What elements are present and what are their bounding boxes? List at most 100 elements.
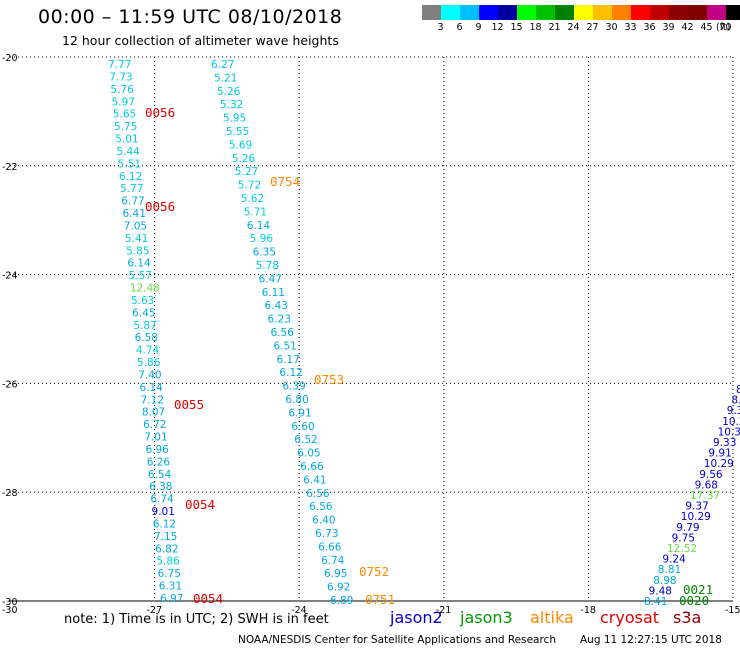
wave-height-value: 5.95 xyxy=(223,113,246,125)
wave-height-value: 10.29 xyxy=(704,458,734,470)
wave-height-value: 6.54 xyxy=(148,469,172,481)
wave-height-value: 9.79 xyxy=(676,522,699,534)
wave-height-value: 8.3 xyxy=(731,395,740,407)
wave-height-value: 6.38 xyxy=(149,481,172,493)
wave-height-value: 6.14 xyxy=(127,258,151,270)
pass-time-label: 0020 xyxy=(679,593,709,608)
wave-height-value: 5.72 xyxy=(238,180,261,192)
pass-time-label: 0751 xyxy=(365,592,395,607)
wave-height-value: 9.24 xyxy=(662,554,686,566)
wave-height-value: 6.47 xyxy=(259,273,282,285)
wave-height-value: 6.14 xyxy=(139,382,163,394)
lat-tick-label: -22 xyxy=(2,162,18,173)
wave-height-value: 7.40 xyxy=(138,369,161,381)
wave-height-value: 4.74 xyxy=(136,345,160,357)
lon-tick-label: -24 xyxy=(291,605,307,616)
wave-height-value: 12.48 xyxy=(130,283,160,295)
wave-height-value: 9.37 xyxy=(685,501,708,513)
legend-s3a: s3a xyxy=(673,608,702,627)
colorbar-swatch xyxy=(688,5,707,20)
wave-height-value: 6.31 xyxy=(159,581,182,593)
wave-height-value: 6.12 xyxy=(119,171,142,183)
colorbar-swatch xyxy=(441,5,460,20)
pass-time-label: 0056 xyxy=(145,105,175,120)
wave-height-value: 5.44 xyxy=(116,146,140,158)
map-title: 00:00 – 11:59 UTC 08/10/2018 xyxy=(38,6,343,28)
wave-height-value: 6.66 xyxy=(318,541,342,553)
wave-height-value: 6.77 xyxy=(121,196,144,208)
wave-height-value: 5.57 xyxy=(129,270,152,282)
corner-tick-label: -30 xyxy=(2,605,18,616)
wave-height-value: 6.17 xyxy=(276,354,299,366)
wave-height-value: 6.60 xyxy=(291,421,314,433)
wave-height-value: 6.41 xyxy=(123,208,146,220)
wave-height-value: 7.01 xyxy=(144,432,167,444)
wave-height-value: 5.87 xyxy=(133,320,156,332)
wave-height-value: 6.35 xyxy=(253,247,276,259)
lat-tick-label: -30 xyxy=(2,597,18,608)
wave-height-value: 6.12 xyxy=(279,367,302,379)
colorbar-units: (ft) xyxy=(716,22,731,33)
wave-height-value: 5.27 xyxy=(235,166,258,178)
wave-height-value: 9.01 xyxy=(152,506,175,518)
wave-height-value: 6.74 xyxy=(150,494,174,506)
wave-height-value: 6.91 xyxy=(288,407,311,419)
wave-height-value: 5.21 xyxy=(214,72,237,84)
wave-height-value: 5.41 xyxy=(125,233,148,245)
wave-height-value: 6.12 xyxy=(153,518,176,530)
colorbar-label: 36 xyxy=(643,22,656,33)
wave-height-value: 6.26 xyxy=(147,456,171,468)
pass-time-label: 0754 xyxy=(270,174,300,189)
wave-height-value: 5.51 xyxy=(118,158,141,170)
wave-height-value: 5.71 xyxy=(244,206,267,218)
colorbar xyxy=(422,5,740,20)
wave-height-value: 8.07 xyxy=(142,407,165,419)
colorbar-label: 24 xyxy=(567,22,580,33)
wave-height-value: 7.15 xyxy=(154,531,177,543)
wave-height-value: 6.45 xyxy=(132,307,155,319)
footnote: note: 1) Time is in UTC; 2) SWH is in fe… xyxy=(64,612,329,627)
colorbar-label: 42 xyxy=(681,22,694,33)
lat-tick-label: -24 xyxy=(2,271,18,282)
wave-height-value: 6.58 xyxy=(135,332,158,344)
wave-height-value: 5.75 xyxy=(114,121,137,133)
wave-height-value: 5.78 xyxy=(256,260,279,272)
lat-tick-label: -20 xyxy=(2,53,18,64)
wave-height-value: 6.56 xyxy=(309,501,333,513)
wave-height-value: 6.66 xyxy=(300,461,324,473)
colorbar-label: 30 xyxy=(605,22,618,33)
wave-height-value: 9.68 xyxy=(695,479,718,491)
wave-height-value: 6.43 xyxy=(265,300,288,312)
wave-height-value: 6.11 xyxy=(262,287,285,299)
wave-height-value: 6.41 xyxy=(303,474,326,486)
pass-time-label: 0752 xyxy=(359,564,389,579)
wave-height-value: 8.81 xyxy=(658,564,681,576)
wave-height-value: 6.40 xyxy=(312,515,335,527)
wave-height-value: 6.80 xyxy=(285,394,308,406)
map-subtitle: 12 hour collection of altimeter wave hei… xyxy=(62,33,339,48)
colorbar-label: 3 xyxy=(437,22,444,33)
lon-tick-label: -18 xyxy=(580,605,596,616)
wave-height-value: 8.98 xyxy=(653,575,676,587)
wave-height-value: 5.85 xyxy=(126,245,149,257)
wave-height-value: 5.26 xyxy=(217,86,241,98)
wave-height-value: 6.56 xyxy=(271,327,295,339)
wave-height-value: 6.73 xyxy=(315,528,338,540)
colorbar-label: 15 xyxy=(510,22,523,33)
colorbar-swatch xyxy=(460,5,479,20)
wave-height-value: 7.77 xyxy=(108,59,131,71)
wave-height-value: 8 xyxy=(736,384,740,396)
wave-height-value: 9.75 xyxy=(672,532,695,544)
legend-jason3: jason3 xyxy=(460,608,513,627)
colorbar-label: 12 xyxy=(491,22,504,33)
legend-jason2: jason2 xyxy=(390,608,443,627)
colorbar-swatch xyxy=(555,5,574,20)
wave-height-value: 7.12 xyxy=(141,394,164,406)
wave-height-value: 5.62 xyxy=(241,193,264,205)
wave-height-value: 9.91 xyxy=(708,448,731,460)
colorbar-swatch xyxy=(650,5,669,20)
wave-height-value: 6.27 xyxy=(211,59,234,71)
wave-height-value: 8.41 xyxy=(644,596,667,608)
wave-height-value: 6.05 xyxy=(297,448,320,460)
